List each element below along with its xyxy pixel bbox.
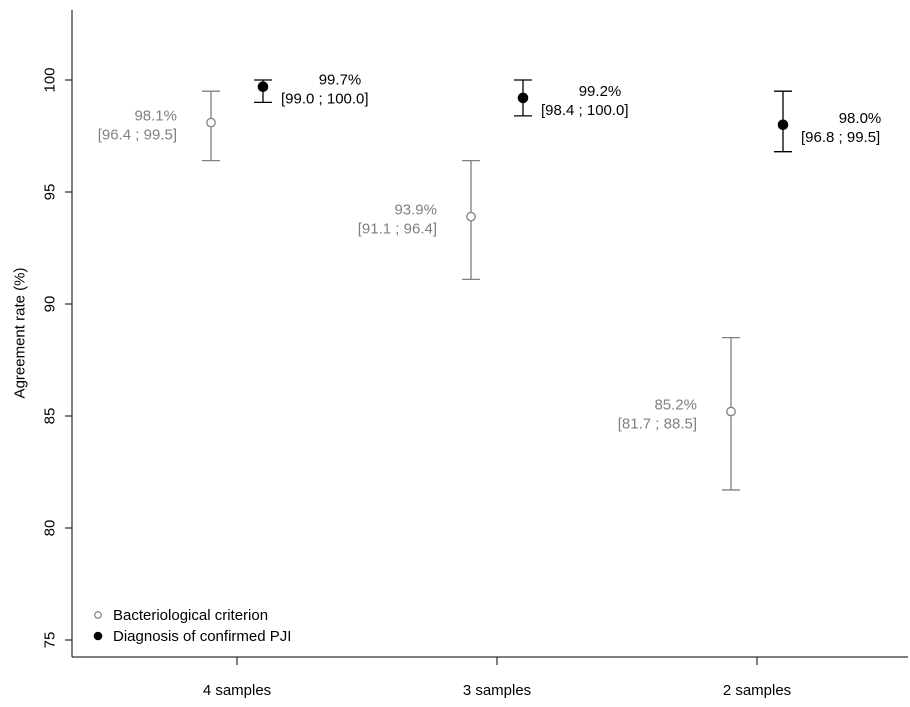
- legend-marker: [93, 631, 103, 641]
- data-point: [257, 81, 269, 93]
- data-point: [726, 406, 736, 417]
- x-tick-label: 2 samples: [723, 682, 791, 699]
- legend-label: Bacteriological criterion: [113, 607, 268, 624]
- data-label-ci: [91.1 ; 96.4]: [358, 221, 437, 238]
- y-tick-label: 75: [42, 632, 59, 649]
- data-label-value: 98.0%: [839, 110, 882, 127]
- y-tick-label: 85: [42, 408, 59, 425]
- data-label-ci: [81.7 ; 88.5]: [618, 416, 697, 433]
- data-point: [206, 117, 216, 128]
- y-tick-label: 95: [42, 184, 59, 201]
- data-label-value: 99.7%: [319, 72, 362, 89]
- y-axis-title: Agreement rate (%): [12, 268, 29, 399]
- y-tick-label: 90: [42, 296, 59, 313]
- data-label-value: 93.9%: [394, 202, 437, 219]
- data-point: [466, 211, 476, 222]
- y-tick-label: 80: [42, 520, 59, 537]
- legend-marker: [94, 611, 102, 619]
- legend-label: Diagnosis of confirmed PJI: [113, 628, 291, 645]
- data-point: [517, 92, 529, 104]
- x-tick-label: 3 samples: [463, 682, 531, 699]
- data-point: [777, 119, 789, 131]
- data-label-value: 98.1%: [134, 108, 177, 125]
- data-label-value: 85.2%: [654, 397, 697, 414]
- data-label-ci: [98.4 ; 100.0]: [541, 102, 629, 119]
- data-label-value: 99.2%: [579, 83, 622, 100]
- x-tick-label: 4 samples: [203, 682, 271, 699]
- data-label-ci: [96.8 ; 99.5]: [801, 129, 880, 146]
- data-label-ci: [96.4 ; 99.5]: [98, 127, 177, 144]
- data-label-ci: [99.0 ; 100.0]: [281, 91, 369, 108]
- y-tick-label: 100: [42, 67, 59, 92]
